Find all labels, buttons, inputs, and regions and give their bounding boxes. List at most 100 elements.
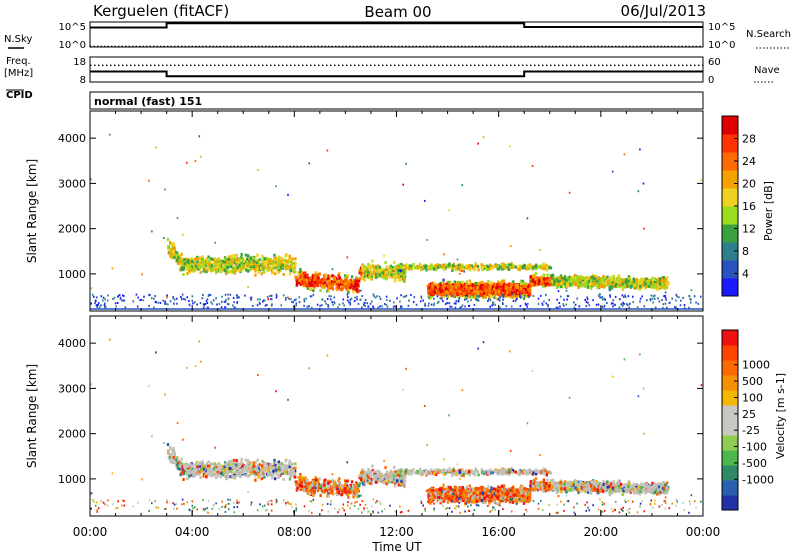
power-cell [305,274,309,278]
power-cell [465,283,468,287]
power-cell [170,255,173,259]
power-cell [649,298,652,301]
power-cell [211,302,214,305]
power-cell [475,299,478,302]
power-cell [601,280,605,284]
power-cell [294,257,297,261]
power-cell [327,289,330,293]
power-cell [434,286,437,290]
power-cell [399,300,401,303]
power-cell [361,269,364,272]
power-cell [500,279,504,283]
power-cell [474,282,478,286]
power-cell [611,283,614,287]
power-cell [682,296,684,299]
power-cell [640,278,644,281]
power-cell [358,271,361,275]
power-cell [491,285,495,289]
power-cell [625,302,628,305]
power-cell [215,261,218,265]
noise-right-tick-bottom: 10^0 [708,40,735,51]
power-cell [198,259,202,263]
power-cell [381,271,385,275]
power-colorbar-segment [722,224,738,243]
power-cell [403,274,406,277]
power-cell [369,268,373,272]
power-cell [107,294,109,297]
power-cell [311,306,313,309]
power-cell [573,301,575,304]
power-cell [442,290,445,294]
power-cell [254,273,257,277]
power-cell [312,275,315,279]
power-cell [186,272,189,275]
power-cell [601,296,604,298]
power-cell [263,257,267,261]
power-cell [588,304,591,307]
power-cell [210,301,212,304]
power-cell [525,295,528,298]
power-cell [332,303,334,306]
power-cell [363,304,365,306]
power-cell [216,265,220,269]
power-cell [196,260,199,264]
power-cell [497,267,501,271]
power-cell [178,262,181,266]
power-cell [583,282,586,286]
power-cell [321,304,323,307]
power-cell [449,292,452,296]
power-cell [505,286,508,290]
power-cell [518,286,521,290]
power-cell [429,290,432,294]
power-cell [303,304,305,307]
power-cell [271,261,274,265]
power-cell [213,257,217,261]
power-cell [289,258,293,262]
power-cell [362,277,365,281]
beam-title: Beam 00 [364,3,431,21]
power-cell [534,265,537,268]
power-cell [445,294,447,297]
power-cell [343,304,345,307]
power-cell [254,266,257,270]
power-cell [559,305,561,308]
power-cell [343,278,347,282]
power-cell [630,282,634,286]
power-cell [182,266,186,270]
power-cell [349,301,351,304]
power-colorbar-tick-label: 24 [742,155,756,168]
power-cell [426,266,429,270]
power-cell [310,295,313,298]
power-cell [391,266,394,270]
velocity-cell [204,466,207,470]
power-cell [315,283,318,287]
power-cell [675,293,677,296]
power-cell [295,302,298,305]
power-cell [605,279,608,283]
power-cell [183,262,187,265]
power-cell [656,283,659,287]
power-cell [358,277,361,281]
power-cell [529,275,532,279]
power-cell [431,284,434,287]
power-cell [563,304,565,307]
power-cell [545,302,548,305]
power-cell [306,276,309,280]
power-cell [181,262,184,266]
power-cell [480,263,483,267]
power-cell [582,279,586,283]
power-cell [606,280,609,284]
power-cell [612,302,614,305]
power-cell [455,265,458,268]
power-cell [529,281,532,285]
power-cell [419,268,423,272]
power-cell [398,263,401,267]
power-cell [551,273,555,277]
power-cell [472,286,476,290]
power-cell [192,268,195,272]
power-cell [545,293,547,296]
power-cell [245,257,249,261]
power-cell [257,270,260,274]
power-cell [299,283,303,286]
power-cell [302,278,306,281]
